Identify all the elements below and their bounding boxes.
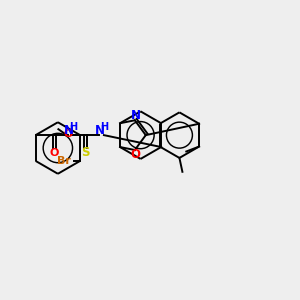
Text: N: N — [131, 109, 141, 122]
Text: H: H — [100, 122, 108, 132]
Text: O: O — [50, 148, 59, 158]
Text: H: H — [69, 122, 77, 132]
Text: O: O — [131, 148, 141, 161]
Text: S: S — [81, 146, 89, 160]
Text: N: N — [95, 124, 105, 137]
Text: O: O — [64, 129, 73, 139]
Text: N: N — [64, 124, 74, 137]
Text: Br: Br — [57, 156, 71, 166]
